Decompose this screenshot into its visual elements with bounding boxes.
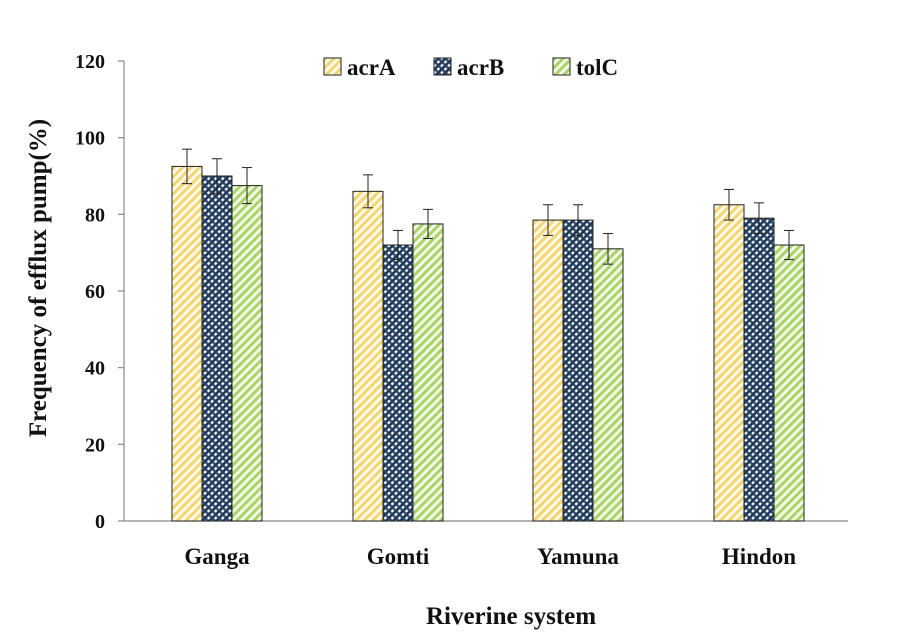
x-category-label: Ganga: [184, 544, 250, 569]
bar-acrB: [562, 219, 594, 522]
legend: acrA acrB tolC: [323, 55, 618, 80]
x-category-label: Gomti: [367, 544, 430, 569]
bar-acrA: [713, 204, 745, 522]
x-category-label: Yamuna: [537, 544, 619, 569]
y-tick-label: 100: [75, 128, 105, 150]
legend-swatch-acrB: [433, 57, 452, 76]
bar-acrB: [743, 217, 775, 522]
y-tick-label: 60: [85, 281, 105, 303]
bar-tolC: [773, 244, 805, 522]
y-tick-label: 20: [85, 434, 105, 456]
bar-acrB: [201, 175, 233, 522]
bar-tolC: [412, 223, 444, 522]
legend-swatch-tolC: [552, 57, 571, 76]
bar-tolC: [231, 185, 263, 522]
bar-acrA: [352, 190, 384, 522]
legend-label-tolC: tolC: [576, 55, 618, 80]
y-axis-title: Frequency of efflux pump(%): [25, 119, 52, 437]
bar-acrA: [532, 219, 564, 522]
legend-label-acrA: acrA: [347, 55, 396, 80]
y-tick-label: 0: [95, 511, 105, 533]
axes: 0 20 40 60 80 100 120 Ganga Gomti Yamuna Hindon: [75, 51, 848, 569]
bar-tolC: [592, 248, 624, 522]
y-tick-label: 80: [85, 204, 105, 226]
bar-acrA: [171, 165, 203, 522]
legend-swatch-acrA: [323, 57, 342, 76]
bars: [171, 165, 805, 522]
y-tick-label: 40: [85, 358, 105, 380]
legend-label-acrB: acrB: [457, 55, 504, 80]
x-axis-title: Riverine system: [426, 603, 596, 630]
error-bars: [182, 148, 794, 265]
y-tick-label: 120: [75, 51, 105, 73]
x-category-label: Hindon: [722, 544, 796, 569]
bar-acrB: [382, 244, 414, 522]
